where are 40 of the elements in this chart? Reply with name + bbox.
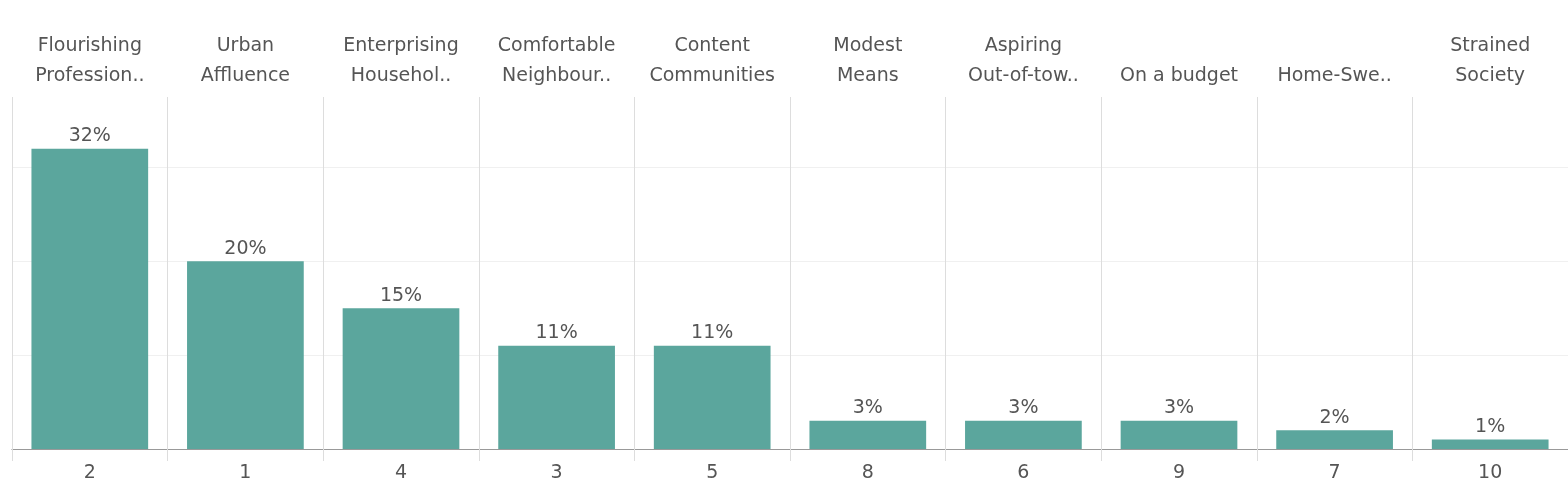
x-tick-label: Enterprising Househol.. <box>343 33 459 85</box>
data-label: 20% <box>224 235 267 258</box>
data-label: 3% <box>1163 395 1195 418</box>
bar <box>498 345 615 449</box>
x-tick-label: Comfortable Neighbour.. <box>497 33 616 85</box>
bar <box>809 420 927 449</box>
bar <box>342 308 460 449</box>
data-label: 11% <box>691 320 734 343</box>
bar <box>965 420 1082 449</box>
text: 9 <box>1172 459 1186 482</box>
x-tick-label: Home-Swe.. <box>1277 63 1392 85</box>
text: 5 <box>706 459 719 482</box>
x-tick-label: Content Communities <box>649 33 775 85</box>
x-tick-label: Strained Society <box>1450 33 1531 85</box>
data-label: 3% <box>1008 395 1039 418</box>
text: 7 <box>1328 459 1341 482</box>
data-label: 2% <box>1319 404 1350 427</box>
text: 8 <box>861 459 874 482</box>
x-tick-label: Urban Affluence <box>200 33 291 85</box>
text: 2 <box>83 459 96 482</box>
bar <box>187 261 304 449</box>
text: 10 <box>1478 459 1503 482</box>
bar <box>653 345 771 449</box>
x-tick-label: Aspiring Out-of-tow.. <box>968 33 1079 85</box>
text: 1 <box>239 459 252 482</box>
data-label: 15% <box>379 282 423 305</box>
bar <box>1276 430 1393 449</box>
text: 4 <box>394 459 408 482</box>
data-label: 11% <box>535 320 578 343</box>
data-label: 3% <box>852 395 883 418</box>
data-label: 32% <box>68 123 111 146</box>
bar <box>31 148 149 449</box>
x-tick-label: Flourishing Profession.. <box>35 33 145 85</box>
x-tick-label: Modest Means <box>833 33 903 85</box>
data-label: 1% <box>1475 414 1506 437</box>
bar <box>1120 420 1238 449</box>
text: 6 <box>1017 459 1030 482</box>
bar <box>1431 439 1549 449</box>
text: 3 <box>550 459 563 482</box>
x-tick-label: On a budget <box>1119 63 1239 85</box>
